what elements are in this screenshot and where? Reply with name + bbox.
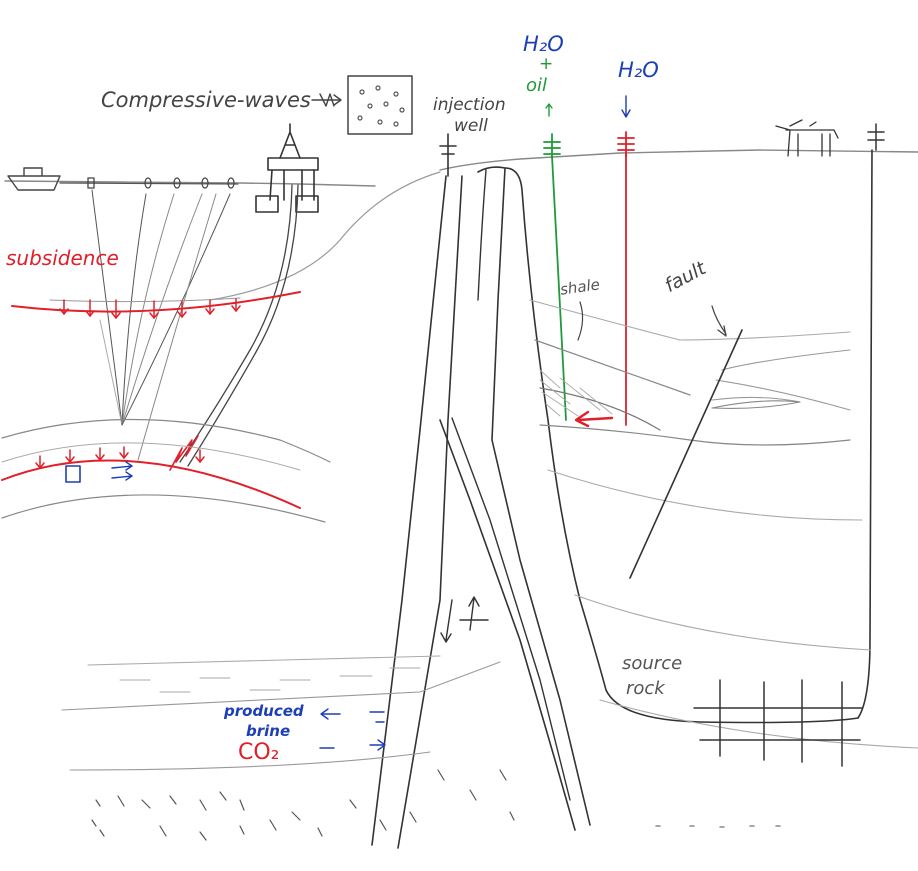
oil-trap-hatching: [539, 369, 613, 417]
salt-dome-right-flank: [504, 149, 873, 724]
anticline-subsided-red: [1, 459, 301, 509]
source-rock-label-line2: rock: [626, 678, 665, 699]
produced-brine-label: produced: [224, 702, 304, 720]
injection-well-right-casing: [397, 175, 463, 849]
injection-well-label: injection: [433, 95, 506, 115]
h2o-plus-oil-plus: +: [539, 54, 554, 74]
reservoir-flow-arrows: [111, 461, 133, 481]
blue-down-arrow: [621, 95, 631, 118]
subsidence-label: subsidence: [6, 246, 119, 270]
h2o-plus-oil-oil: oil: [526, 75, 548, 96]
stratum-reservoir-base: [539, 424, 851, 446]
brine-co2-arrows: [319, 708, 386, 751]
receiver-2: [173, 177, 181, 189]
deep-stratum-dashes: [119, 667, 421, 693]
stratum-lower-1: [547, 469, 863, 521]
offshore-deviated-well: [179, 184, 299, 467]
green-wellhead: [543, 133, 561, 159]
anticline-base: [1, 494, 326, 523]
air-gun-source: [87, 177, 95, 189]
sea-surface-line: [4, 180, 376, 187]
injection-wellhead: [439, 133, 457, 177]
salt-dome-inner-line: [439, 419, 576, 831]
compressive-waves-box: [347, 75, 413, 135]
shale-pointer: [577, 301, 584, 341]
h2o-plus-oil-h2o: H₂O: [523, 32, 564, 56]
small-reservoir-lens: [711, 400, 801, 409]
fault-pointer: [711, 305, 727, 337]
subsidence-arrows-reservoir: [35, 446, 205, 469]
seabed-subsidence-line: [11, 291, 301, 313]
stratum-lower-3: [599, 699, 918, 749]
reservoir-block-icon: [65, 465, 81, 483]
compressive-waves-dots: [357, 85, 405, 127]
deep-stratum-3: [69, 751, 431, 771]
anticline-mid: [1, 442, 301, 471]
deep-stratum-1: [87, 655, 441, 666]
offshore-platform: [255, 123, 319, 213]
injection-well-left-casing: [371, 175, 447, 846]
dome-crest-right: [477, 169, 487, 301]
basement-speckles: [91, 769, 515, 841]
salt-dome-inner-line-2: [451, 417, 571, 801]
stratum-lower-2: [574, 594, 871, 651]
cow-sketch: [775, 119, 839, 157]
source-rock-label: source: [622, 653, 683, 674]
seabed-reference-line: [49, 297, 241, 303]
receiver-1: [144, 177, 152, 189]
salt-dome-left-flank: [477, 166, 591, 826]
source-rock-fractures: [693, 679, 863, 767]
h2o-right-label: H₂O: [618, 58, 659, 82]
seabed-slope-line: [209, 171, 441, 301]
anticline-top: [1, 418, 331, 463]
co2-label: CO₂: [238, 740, 280, 765]
stratum-reservoir-top: [539, 387, 661, 431]
fracture-zigzag: [169, 435, 199, 471]
wave-arrow: [311, 93, 341, 107]
produced-brine-label-line2: brine: [246, 722, 291, 740]
receiver-3: [201, 177, 209, 189]
compressive-waves-label: Compressive-waves: [101, 88, 311, 112]
fault-block-arrows: [440, 596, 489, 643]
right-wellhead: [867, 123, 885, 151]
stratum-right-block: [711, 349, 851, 411]
stratum-shale-top: [529, 299, 851, 341]
receiver-4: [227, 177, 235, 189]
fault-line: [629, 329, 743, 579]
injection-well-label-line2: well: [454, 116, 488, 136]
stratum-shale-base: [534, 339, 691, 396]
right-basement-dots: [655, 825, 781, 828]
subsidence-arrows-top: [59, 298, 241, 319]
green-up-arrow: [545, 103, 553, 117]
reservoir-sweep-arrow: [574, 410, 614, 428]
land-surface-line: [439, 149, 918, 171]
green-production-well: [551, 155, 567, 421]
deep-stratum-2: [61, 661, 501, 711]
wave-arrow-head: [333, 94, 342, 106]
survey-vessel: [7, 167, 61, 191]
red-wellhead: [617, 131, 635, 157]
